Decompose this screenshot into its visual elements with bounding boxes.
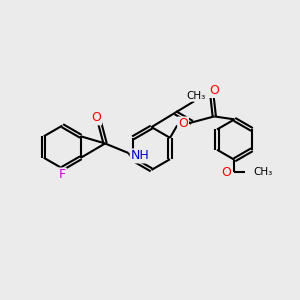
Text: O: O bbox=[209, 84, 219, 97]
Text: O: O bbox=[222, 167, 232, 179]
Text: NH: NH bbox=[131, 149, 149, 162]
Text: O: O bbox=[178, 118, 188, 130]
Text: CH₃: CH₃ bbox=[254, 167, 273, 177]
Text: F: F bbox=[59, 169, 66, 182]
Text: O: O bbox=[91, 111, 101, 124]
Text: CH₃: CH₃ bbox=[186, 91, 206, 101]
